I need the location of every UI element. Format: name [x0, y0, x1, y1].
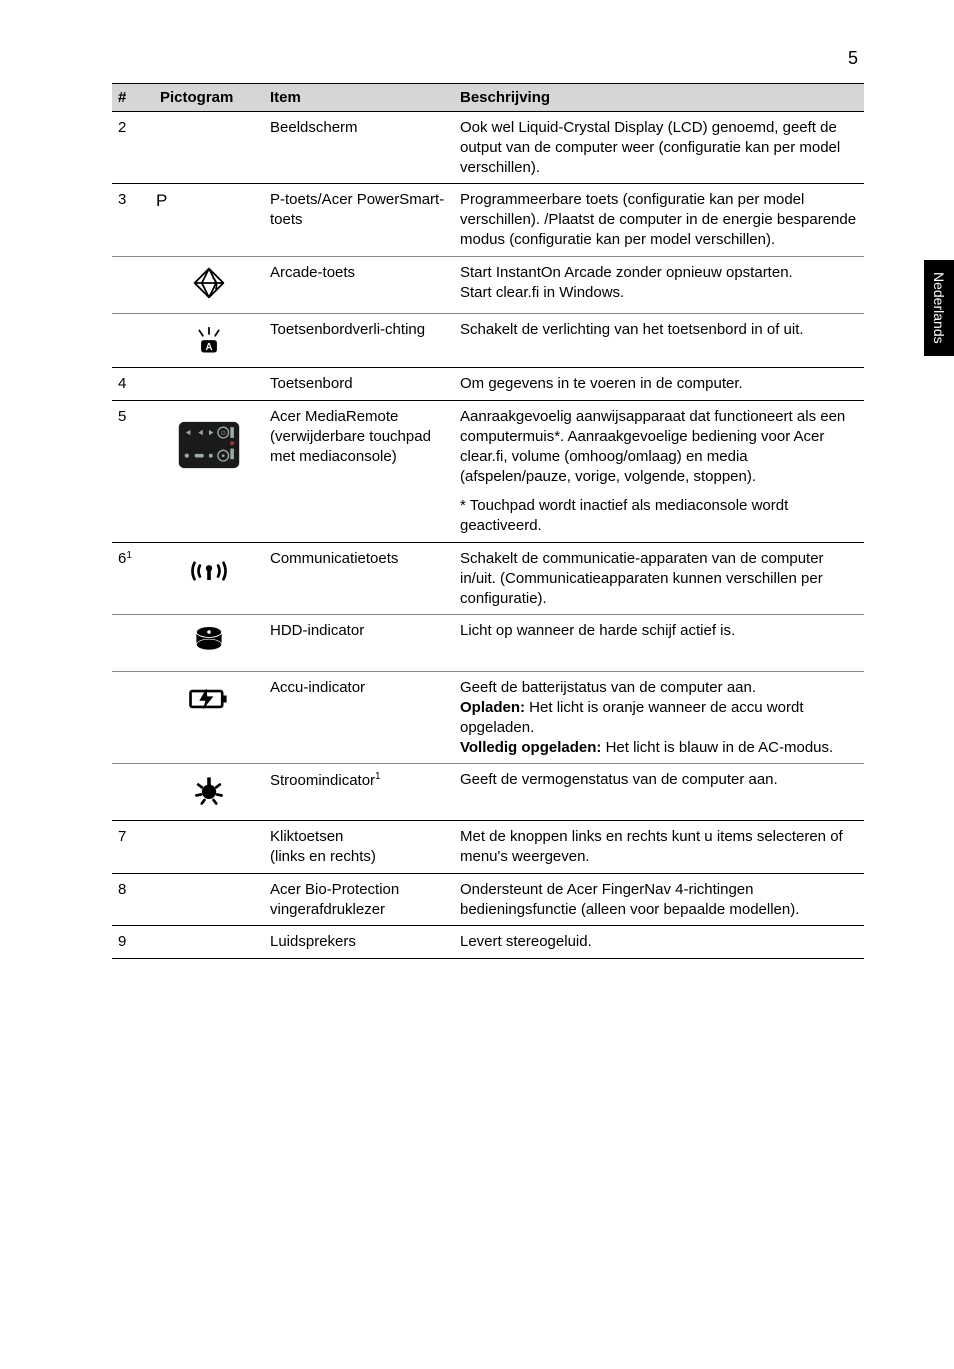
table-row: 3 P P-toets/Acer PowerSmart-toets Progra… — [112, 184, 864, 256]
row-item: Luidsprekers — [264, 926, 454, 959]
table-row: 61 Communicatietoets Sc — [112, 542, 864, 614]
table-row: 5 ⏻ — [112, 401, 864, 493]
accu-vol-text: Het licht is blauw in de AC-modus. — [601, 739, 833, 756]
row-desc: Licht op wanneer de harde schijf actief … — [454, 615, 864, 672]
row-desc: Aanraakgevoelig aanwijsapparaat dat func… — [454, 401, 864, 493]
row-number: 5 — [112, 401, 154, 493]
power-indicator-icon — [191, 772, 227, 808]
row-desc: Om gegevens in te voeren in de computer. — [454, 368, 864, 401]
row-item: Kliktoetsen (links en rechts) — [264, 821, 454, 874]
row-desc: Ook wel Liquid-Crystal Display (LCD) gen… — [454, 112, 864, 184]
row-number: 8 — [112, 873, 154, 926]
row-desc: Schakelt de communicatie-apparaten van d… — [454, 542, 864, 614]
table-row: A Toetsenbordverli-chting Schakelt de ve… — [112, 313, 864, 368]
row-number: 2 — [112, 112, 154, 184]
table-row: 7 Kliktoetsen (links en rechts) Met de k… — [112, 821, 864, 874]
header-desc: Beschrijving — [454, 84, 864, 112]
language-tab: Nederlands — [924, 260, 954, 356]
hdd-icon — [191, 623, 227, 659]
page-number: 5 — [112, 48, 864, 69]
stroom-item-sup: 1 — [375, 771, 381, 782]
spec-table: # Pictogram Item Beschrijving 2 Beeldsch… — [112, 83, 864, 959]
table-row: 8 Acer Bio-Protection vingerafdruklezer … — [112, 873, 864, 926]
row-item: Communicatietoets — [264, 542, 454, 614]
row-item: Acer MediaRemote (verwijderbare touchpad… — [264, 401, 454, 493]
table-row: HDD-indicator Licht op wanneer de harde … — [112, 615, 864, 672]
row-desc: Met de knoppen links en rechts kunt u it… — [454, 821, 864, 874]
wireless-icon — [189, 555, 229, 587]
row-item: Acer Bio-Protection vingerafdruklezer — [264, 873, 454, 926]
header-pict: Pictogram — [154, 84, 264, 112]
table-row: * Touchpad wordt inactief als mediaconso… — [112, 492, 864, 542]
row-desc: Programmeerbare toets (configuratie kan … — [454, 184, 864, 256]
row-item: Arcade-toets — [264, 256, 454, 313]
backlight-icon: A — [187, 326, 231, 356]
row-desc: Geeft de vermogenstatus van de computer … — [454, 764, 864, 821]
row-item: P-toets/Acer PowerSmart-toets — [264, 184, 454, 256]
row-desc: Schakelt de verlichting van het toetsenb… — [454, 313, 864, 368]
row-number: 4 — [112, 368, 154, 401]
accu-vol-label: Volledig opgeladen: — [460, 739, 601, 756]
table-row: Arcade-toets Start InstantOn Arcade zond… — [112, 256, 864, 313]
battery-icon — [187, 684, 231, 714]
row-number: 3 — [112, 184, 154, 256]
row-item: Stroomindicator1 — [264, 764, 454, 821]
accu-opladen-label: Opladen: — [460, 699, 525, 716]
svg-text:⏻: ⏻ — [221, 430, 226, 437]
row-number: 9 — [112, 926, 154, 959]
row-desc: Geeft de batterijstatus van de computer … — [454, 672, 864, 764]
row-desc: Ondersteunt de Acer FingerNav 4-richting… — [454, 873, 864, 926]
header-item: Item — [264, 84, 454, 112]
row-desc-note: * Touchpad wordt inactief als mediaconso… — [454, 492, 864, 542]
arcade-icon — [191, 265, 227, 301]
row-desc: Start InstantOn Arcade zonder opnieuw op… — [454, 256, 864, 313]
row-item: Accu-indicator — [264, 672, 454, 764]
stroom-item-text: Stroomindicator — [270, 772, 375, 789]
row-item: Toetsenbord — [264, 368, 454, 401]
svg-text:A: A — [206, 341, 213, 352]
accu-desc-pre: Geeft de batterijstatus van de computer … — [460, 679, 756, 696]
row-number-sup: 1 — [126, 550, 132, 561]
table-row: 4 Toetsenbord Om gegevens in te voeren i… — [112, 368, 864, 401]
row-desc: Levert stereogeluid. — [454, 926, 864, 959]
row-number: 7 — [112, 821, 154, 874]
p-key-icon: P — [154, 184, 264, 256]
table-row: Accu-indicator Geeft de batterijstatus v… — [112, 672, 864, 764]
media-remote-icon: ⏻ — [177, 419, 241, 471]
row-item: Toetsenbordverli-chting — [264, 313, 454, 368]
row-number: 61 — [112, 542, 154, 614]
row-item: HDD-indicator — [264, 615, 454, 672]
table-row: 2 Beeldscherm Ook wel Liquid-Crystal Dis… — [112, 112, 864, 184]
table-row: Stroomindicator1 Geeft de vermogenstatus… — [112, 764, 864, 821]
row-item: Beeldscherm — [264, 112, 454, 184]
header-num: # — [112, 84, 154, 112]
table-row: 9 Luidsprekers Levert stereogeluid. — [112, 926, 864, 959]
